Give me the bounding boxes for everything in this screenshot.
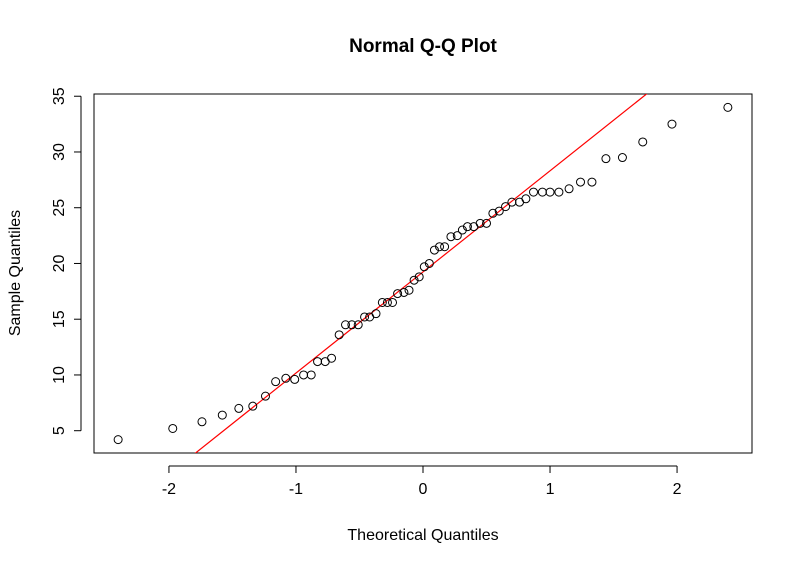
- x-tick-label: 1: [546, 481, 555, 498]
- point: [353, 320, 363, 330]
- point: [501, 202, 511, 212]
- point: [234, 403, 244, 413]
- point: [488, 208, 498, 218]
- point: [667, 119, 677, 129]
- point: [393, 289, 403, 299]
- point: [217, 410, 227, 420]
- point: [327, 353, 337, 363]
- point: [281, 373, 291, 383]
- point: [419, 262, 429, 272]
- point: [313, 357, 323, 367]
- x-axis-label: Theoretical Quantiles: [347, 527, 498, 544]
- plot-frame: [93, 93, 753, 454]
- y-tick-label: 25: [51, 199, 68, 217]
- point: [601, 154, 611, 164]
- point: [271, 377, 281, 387]
- point: [197, 417, 207, 427]
- point: [482, 218, 492, 228]
- point: [457, 225, 467, 235]
- point: [462, 222, 472, 232]
- point: [306, 370, 316, 380]
- point: [617, 153, 627, 163]
- qq-line: [194, 94, 648, 453]
- point: [429, 245, 439, 255]
- point: [248, 401, 258, 411]
- point: [382, 297, 392, 307]
- point: [404, 285, 414, 295]
- point: [507, 197, 517, 207]
- point: [554, 187, 564, 197]
- point: [260, 391, 270, 401]
- point: [638, 137, 648, 147]
- y-tick-label: 5: [51, 426, 68, 435]
- point: [440, 242, 450, 252]
- point: [521, 194, 531, 204]
- y-tick-label: 15: [51, 310, 68, 328]
- point: [424, 258, 434, 268]
- point: [576, 177, 586, 187]
- point: [475, 218, 485, 228]
- plot-area: [194, 94, 648, 453]
- x-tick-label: 2: [673, 481, 682, 498]
- point: [360, 312, 370, 322]
- point: [723, 102, 733, 112]
- y-axis-label: Sample Quantiles: [7, 210, 24, 336]
- point: [388, 297, 398, 307]
- point: [299, 370, 309, 380]
- point: [529, 187, 539, 197]
- point: [341, 320, 351, 330]
- x-tick-label: -1: [289, 481, 303, 498]
- x-tick-label: 0: [419, 481, 428, 498]
- y-tick-label: 10: [51, 366, 68, 384]
- point: [290, 374, 300, 384]
- point: [371, 309, 381, 319]
- point: [347, 320, 357, 330]
- point: [435, 242, 445, 252]
- point: [452, 231, 462, 241]
- point: [399, 287, 409, 297]
- point: [377, 297, 387, 307]
- chart-title: Normal Q-Q Plot: [349, 36, 497, 57]
- point: [409, 275, 419, 285]
- point: [414, 272, 424, 282]
- point: [564, 184, 574, 194]
- point: [113, 435, 123, 445]
- point: [494, 206, 504, 216]
- x-tick-label: -2: [162, 481, 176, 498]
- point: [545, 187, 555, 197]
- point: [168, 423, 178, 433]
- point: [334, 330, 344, 340]
- y-tick-label: 35: [51, 87, 68, 105]
- point: [446, 232, 456, 242]
- y-tick-label: 20: [51, 254, 68, 272]
- y-tick-label: 30: [51, 143, 68, 161]
- point: [587, 177, 597, 187]
- point: [537, 187, 547, 197]
